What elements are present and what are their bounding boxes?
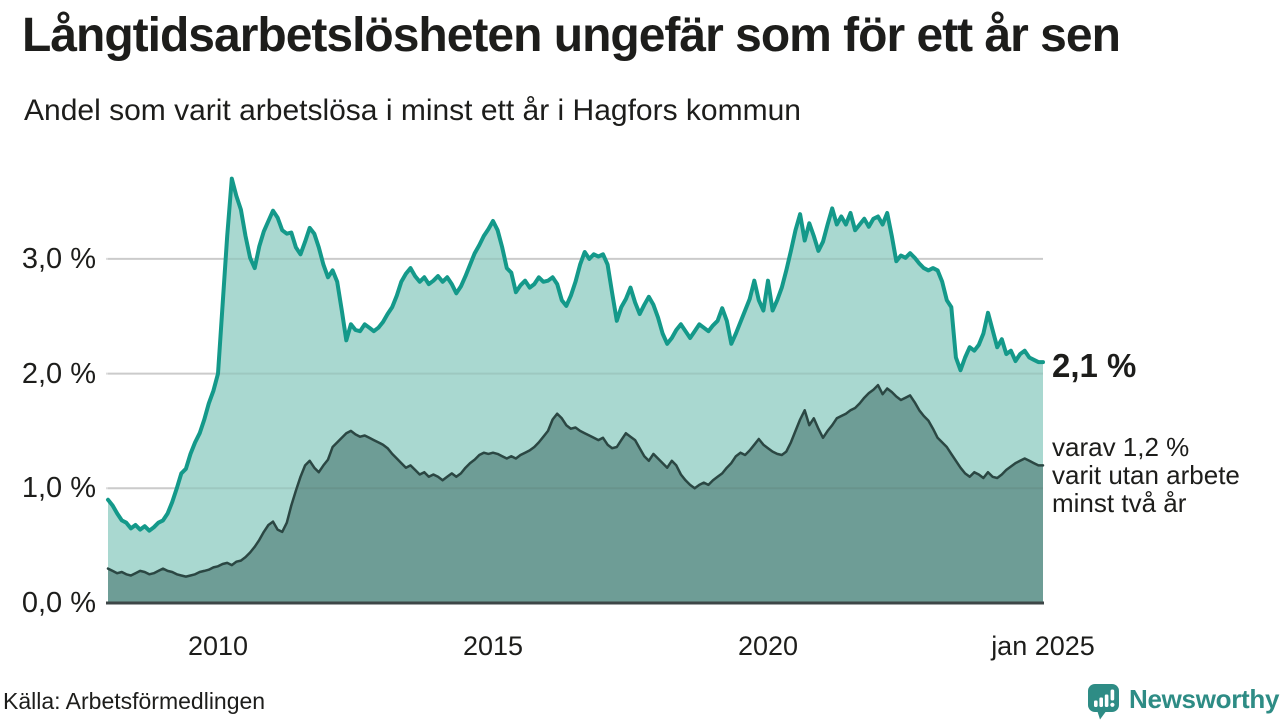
subseries-note-line: varit utan arbete: [1052, 460, 1240, 490]
newsworthy-icon: [1088, 684, 1119, 720]
subseries-note-line: minst två år: [1052, 488, 1187, 518]
subseries-note-line: varav 1,2 %: [1052, 432, 1190, 462]
source-caption: Källa: Arbetsförmedlingen: [3, 688, 266, 714]
y-tick-label: 0,0 %: [21, 587, 96, 619]
x-tick-label: 2020: [737, 631, 799, 661]
newsworthy-logo: Newsworthy: [1087, 683, 1279, 720]
subseries-note: varav 1,2 % varit utan arbete minst två …: [1052, 433, 1240, 517]
chart-subtitle: Andel som varit arbetslösa i minst ett å…: [24, 94, 801, 127]
y-tick-label: 3,0 %: [21, 242, 96, 275]
newsworthy-wordmark: Newsworthy: [1129, 684, 1280, 714]
latest-value-label: 2,1 %: [1052, 347, 1137, 384]
x-tick-label: 2010: [187, 631, 249, 661]
chart-title: Långtidsarbetslösheten ungefär som för e…: [22, 9, 1121, 62]
y-tick-label: 2,0 %: [21, 357, 96, 390]
x-tick-label: jan 2025: [991, 631, 1095, 661]
y-tick-label: 1,0 %: [21, 472, 96, 505]
x-tick-label: 2015: [462, 631, 524, 661]
